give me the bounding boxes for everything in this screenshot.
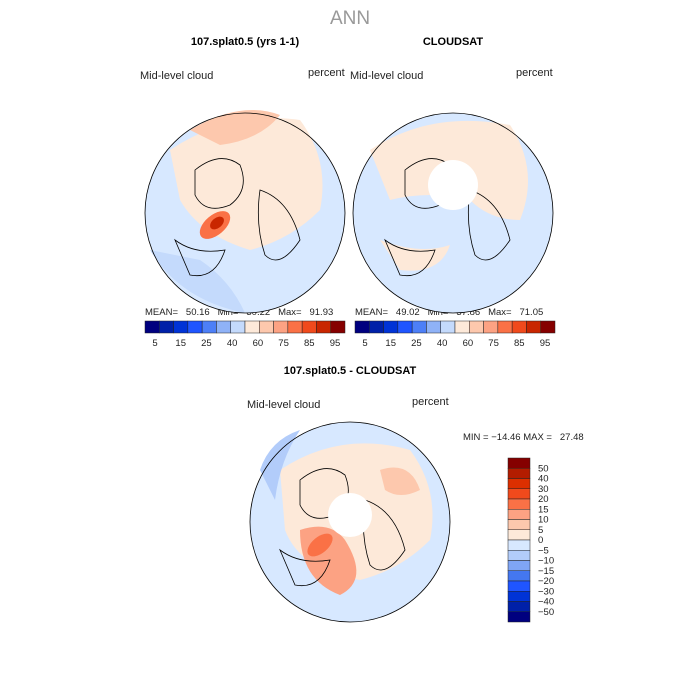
colorbar1-box (316, 320, 331, 334)
colorbar1-box (159, 320, 174, 334)
colorbar1-box (273, 320, 289, 334)
colorbar3-label: 20 (538, 494, 549, 505)
colorbar3-box (507, 457, 531, 469)
colorbar1-box (301, 320, 317, 334)
colorbar1-box (287, 320, 303, 334)
panel2-units: percent (516, 67, 553, 79)
panel3-title: 107.splat0.5 - CLOUDSAT (283, 365, 417, 377)
colorbar2-box (497, 320, 513, 334)
map-panel1 (144, 110, 346, 314)
colorbar2-label: 40 (437, 338, 448, 349)
colorbar1-box (144, 320, 160, 334)
colorbar3-label: 5 (538, 525, 543, 536)
colorbar2-label: 95 (540, 338, 551, 349)
colorbar1-box (330, 320, 346, 334)
colorbar3-box (507, 468, 531, 479)
colorbar3-label: −20 (538, 576, 554, 587)
map-panel3 (249, 421, 451, 623)
colorbar3-box (507, 550, 531, 561)
colorbar2-box (540, 320, 556, 334)
colorbar2-label: 60 (463, 338, 474, 349)
panel3-units: percent (412, 396, 449, 408)
colorbar2-box (426, 320, 441, 334)
colorbar3-box (507, 509, 531, 520)
colorbar2-box (511, 320, 527, 334)
colorbar-panel1: 5 15 25 40 60 75 85 95 (144, 320, 346, 349)
colorbar1-label: 60 (253, 338, 264, 349)
colorbar2-box (483, 320, 499, 334)
colorbar2-label: 5 (362, 338, 367, 349)
colorbar1-label: 85 (304, 338, 315, 349)
colorbar1-label: 5 (152, 338, 157, 349)
colorbar3-box (507, 488, 531, 500)
colorbar-panel2: 5 15 25 40 60 75 85 95 (354, 320, 556, 349)
colorbar2-box (397, 320, 413, 334)
colorbar3-box (507, 560, 531, 571)
colorbar3-label: 10 (538, 515, 549, 526)
panel2-title: CLOUDSAT (422, 36, 484, 48)
colorbar1-label: 75 (278, 338, 289, 349)
figure-title: ANN (329, 8, 371, 29)
panel1-variable: Mid-level cloud (140, 70, 214, 82)
panel3-stats: MIN = −14.46 MAX = 27.48 (463, 432, 584, 443)
colorbar2-box (469, 320, 484, 334)
colorbar3-label: −30 (538, 586, 554, 597)
colorbar1-box (187, 320, 203, 334)
colorbar3-box (507, 519, 531, 530)
colorbar1-label: 25 (201, 338, 212, 349)
colorbar2-box (369, 320, 384, 334)
colorbar2-box (454, 320, 470, 334)
colorbar1-box (230, 320, 246, 334)
colorbar1-box (201, 320, 217, 334)
colorbar3-box (507, 580, 531, 592)
colorbar3-box (507, 591, 531, 602)
colorbar2-label: 85 (514, 338, 525, 349)
panel3-variable: Mid-level cloud (247, 399, 321, 411)
colorbar3-box (507, 570, 531, 582)
colorbar3-box (507, 478, 531, 489)
panel1-title: 107.splat0.5 (yrs 1-1) (190, 36, 300, 48)
colorbar3-label: −50 (538, 607, 554, 618)
colorbar3-label: 40 (538, 474, 549, 485)
colorbar3-label: −10 (538, 556, 554, 567)
colorbar3-label: −40 (538, 597, 554, 608)
colorbar1-label: 95 (330, 338, 341, 349)
colorbar3-label: −5 (538, 545, 549, 556)
colorbar3-label: 50 (538, 463, 549, 474)
colorbar3-box (507, 529, 531, 541)
map-panel2 (352, 112, 554, 314)
colorbar3-box (507, 539, 531, 551)
colorbar1-box (216, 320, 231, 334)
colorbar3-label: 0 (538, 535, 543, 546)
colorbar1-box (259, 320, 274, 334)
colorbar3-box (507, 498, 531, 510)
colorbar2-box (383, 320, 399, 334)
colorbar2-label: 75 (488, 338, 499, 349)
panel2-variable: Mid-level cloud (350, 70, 424, 82)
colorbar3-box (507, 611, 531, 623)
colorbar2-label: 15 (385, 338, 396, 349)
panel2-stats: MEAN= 49.02 Min= 37.86 Max= 71.05 (355, 307, 543, 318)
colorbar3-label: 30 (538, 484, 549, 495)
colorbar2-box (526, 320, 541, 334)
colorbar1-label: 40 (227, 338, 238, 349)
colorbar3-box (507, 601, 531, 612)
colorbar1-label: 15 (175, 338, 186, 349)
colorbar3-label: −15 (538, 566, 554, 577)
colorbar2-label: 25 (411, 338, 422, 349)
colorbar1-box (244, 320, 260, 334)
colorbar1-box (173, 320, 189, 334)
colorbar2-box (354, 320, 370, 334)
colorbar2-box (411, 320, 427, 334)
colorbar3-label: 15 (538, 504, 549, 515)
colorbar2-box (440, 320, 456, 334)
panel1-units: percent (308, 67, 345, 79)
